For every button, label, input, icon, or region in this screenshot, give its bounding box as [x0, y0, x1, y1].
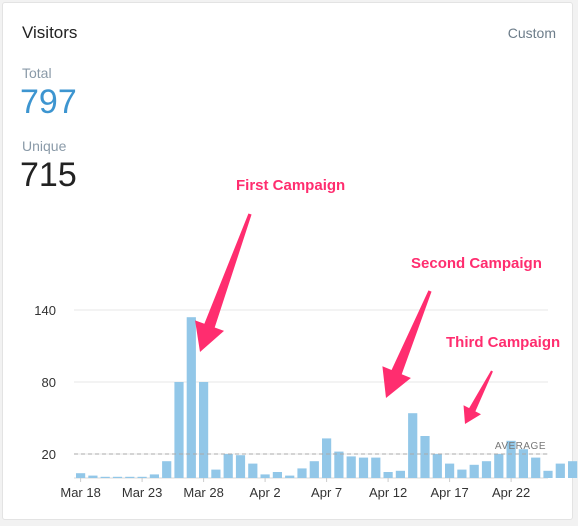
bar — [223, 454, 233, 478]
bar — [531, 457, 541, 478]
y-tick-label: 80 — [42, 375, 56, 390]
bar — [346, 456, 356, 478]
bar — [568, 461, 578, 478]
bar — [518, 449, 528, 478]
unique-value: 715 — [20, 156, 77, 194]
bar — [420, 436, 430, 478]
y-tick-label: 20 — [42, 447, 56, 462]
bar — [248, 463, 258, 478]
bar — [186, 317, 196, 478]
bar — [211, 469, 221, 478]
bar — [543, 470, 553, 478]
bar — [457, 469, 467, 478]
x-tick-label: Mar 18 — [60, 485, 100, 500]
y-tick-label: 140 — [34, 303, 56, 318]
bar — [469, 464, 479, 478]
annotation-first-campaign: First Campaign — [236, 177, 345, 194]
arrow-third-campaign — [463, 370, 493, 424]
arrow-second-campaign — [382, 290, 432, 398]
total-value: 797 — [20, 83, 77, 121]
bar — [494, 454, 504, 478]
bar — [88, 475, 98, 478]
bar — [76, 473, 86, 478]
bar — [432, 454, 442, 478]
bar — [322, 438, 332, 478]
bar — [408, 413, 418, 478]
custom-range-link[interactable]: Custom — [507, 25, 556, 41]
annotation-third-campaign: Third Campaign — [446, 334, 560, 351]
bar — [285, 475, 295, 478]
bar — [100, 476, 110, 478]
x-tick-label: Apr 12 — [369, 485, 407, 500]
x-tick-label: Mar 28 — [183, 485, 223, 500]
bar — [174, 382, 184, 478]
bar — [309, 461, 319, 478]
bar — [334, 451, 344, 478]
annotation-second-campaign: Second Campaign — [411, 255, 542, 272]
bar — [481, 461, 492, 478]
bar — [260, 474, 270, 478]
average-label: AVERAGE — [495, 441, 546, 452]
x-tick-label: Apr 17 — [430, 485, 468, 500]
bar — [383, 472, 393, 478]
bar — [272, 472, 282, 478]
bar — [506, 440, 516, 478]
bar — [199, 382, 209, 478]
bar — [358, 457, 369, 478]
bar — [125, 476, 135, 478]
bar — [395, 470, 405, 478]
x-tick-label: Mar 23 — [122, 485, 162, 500]
unique-label: Unique — [22, 138, 67, 154]
bar — [371, 457, 381, 478]
bar — [445, 463, 455, 478]
visitors-card: Visitors Custom Total 797 Unique 715 — [2, 2, 573, 520]
card-title: Visitors — [22, 23, 78, 42]
bar — [162, 461, 172, 478]
arrow-first-campaign — [195, 213, 252, 352]
bar — [235, 455, 246, 478]
total-label: Total — [22, 65, 52, 81]
bar — [149, 474, 159, 478]
x-tick-label: Apr 22 — [492, 485, 530, 500]
bar — [297, 468, 307, 478]
bar — [555, 463, 565, 478]
x-tick-label: Apr 7 — [311, 485, 342, 500]
bar — [137, 476, 147, 478]
bar — [112, 476, 123, 478]
x-tick-label: Apr 2 — [250, 485, 281, 500]
